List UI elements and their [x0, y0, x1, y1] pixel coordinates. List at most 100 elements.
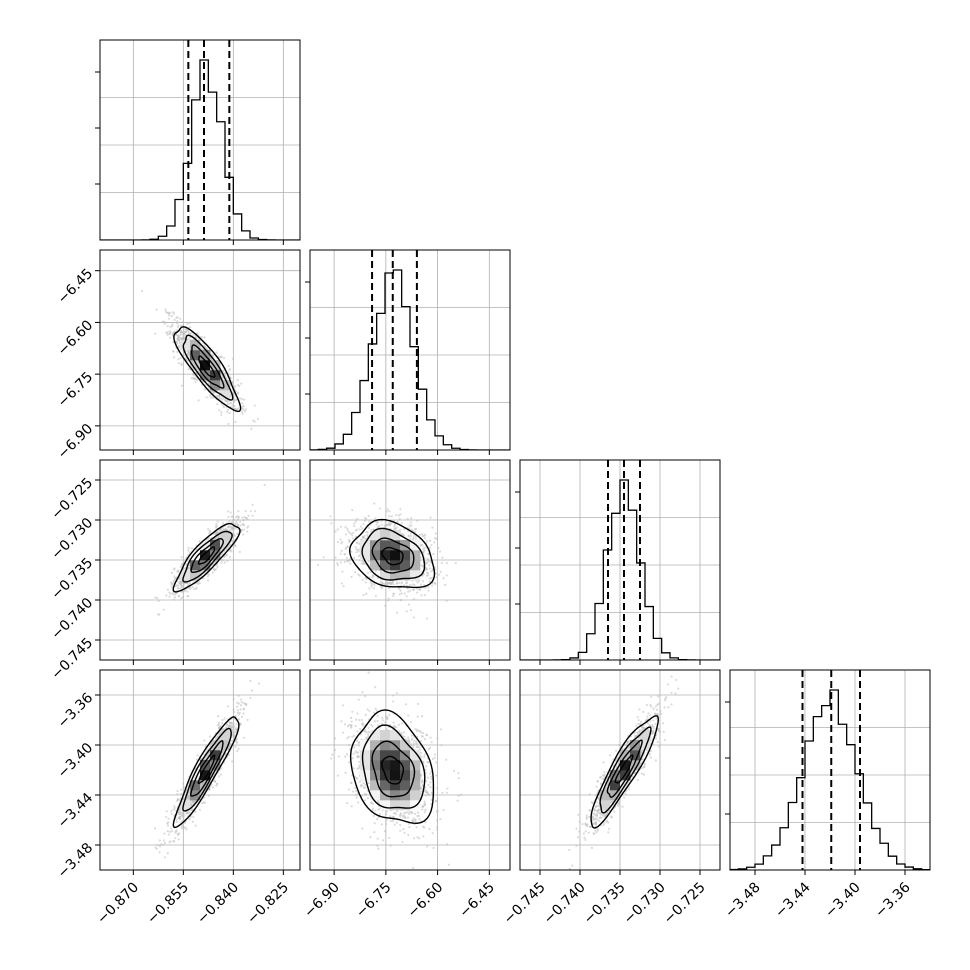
density-bin	[220, 390, 231, 401]
sample-point	[445, 562, 449, 565]
sample-point	[233, 404, 236, 408]
sample-point	[365, 577, 369, 581]
sample-point	[372, 582, 375, 585]
sample-point	[169, 332, 172, 335]
sample-point	[376, 521, 379, 524]
sample-point	[232, 357, 235, 361]
sample-point	[241, 516, 244, 519]
sample-point	[232, 728, 235, 731]
sample-point	[380, 520, 383, 523]
sample-point	[393, 527, 396, 530]
sample-point	[221, 552, 224, 555]
sample-point	[353, 522, 356, 525]
sample-point	[207, 528, 210, 531]
sample-point	[171, 591, 175, 594]
sample-point	[251, 503, 254, 506]
sample-point	[362, 593, 365, 597]
sample-point	[211, 786, 214, 789]
sample-point	[244, 408, 248, 411]
sample-point	[399, 513, 402, 516]
sample-point	[408, 524, 411, 527]
sample-point	[154, 596, 157, 599]
sample-point	[339, 525, 342, 528]
sample-point	[172, 356, 176, 359]
sample-point	[241, 412, 244, 415]
sample-point	[227, 526, 230, 529]
sample-point	[208, 532, 211, 535]
sample-point	[180, 788, 183, 791]
sample-point	[242, 523, 245, 526]
sample-point	[220, 767, 223, 770]
sample-point	[217, 530, 220, 533]
density-bin	[180, 340, 191, 351]
sample-point	[180, 330, 183, 334]
sample-point	[397, 514, 400, 517]
sample-point	[215, 394, 219, 398]
sample-point	[181, 815, 185, 818]
sample-point	[209, 735, 212, 738]
sample-point	[430, 584, 434, 587]
hist-panel-2	[515, 459, 721, 665]
sample-point	[172, 579, 176, 582]
sample-point	[322, 556, 325, 559]
sample-point	[237, 702, 240, 705]
sample-point	[336, 563, 340, 567]
sample-point	[386, 508, 389, 511]
sample-point	[364, 517, 368, 521]
sample-point	[224, 726, 227, 730]
sample-point	[368, 576, 371, 579]
density-bin	[190, 570, 201, 581]
sample-point	[366, 571, 370, 574]
sample-point	[252, 419, 255, 422]
sample-point	[341, 570, 344, 573]
sample-point	[177, 569, 180, 572]
sample-point	[341, 540, 344, 543]
sample-point	[179, 357, 182, 360]
sample-point	[373, 584, 376, 587]
sample-point	[424, 533, 427, 536]
sample-point	[392, 594, 395, 598]
sample-point	[239, 397, 242, 400]
sample-point	[388, 524, 392, 527]
sample-point	[433, 581, 436, 585]
sample-point	[364, 537, 368, 540]
sample-point	[242, 712, 245, 715]
sample-point	[370, 581, 373, 585]
sample-point	[163, 841, 167, 845]
sample-point	[236, 701, 239, 704]
sample-point	[239, 520, 242, 523]
sample-point	[435, 576, 438, 579]
sample-point	[155, 308, 158, 311]
sample-point	[158, 839, 161, 842]
sample-point	[171, 333, 174, 336]
sample-point	[407, 603, 411, 606]
sample-point	[216, 565, 219, 569]
sample-point	[219, 725, 222, 728]
sample-point	[166, 333, 169, 336]
sample-point	[171, 325, 174, 328]
sample-point	[336, 562, 339, 565]
sample-point	[206, 575, 209, 578]
density-bin	[400, 540, 411, 551]
sample-point	[407, 590, 410, 593]
sample-point	[165, 594, 168, 597]
sample-point	[184, 826, 187, 829]
y-tick-label: −0.730	[48, 515, 96, 563]
scatter-panel-2-0: −0.745−0.740−0.735−0.730−0.725	[48, 459, 301, 683]
sample-point	[221, 718, 224, 722]
sample-point	[232, 722, 235, 725]
sample-point	[409, 534, 413, 538]
sample-point	[416, 519, 419, 522]
sample-point	[413, 528, 416, 531]
sample-point	[395, 579, 398, 582]
sample-point	[162, 608, 165, 611]
sample-point	[419, 583, 423, 586]
sample-point	[176, 587, 179, 590]
sample-point	[378, 507, 381, 510]
sample-point	[227, 422, 230, 426]
sample-point	[176, 350, 179, 354]
sample-point	[367, 514, 370, 518]
sample-point	[357, 573, 360, 576]
density-bin	[410, 560, 421, 571]
sample-point	[247, 525, 250, 528]
